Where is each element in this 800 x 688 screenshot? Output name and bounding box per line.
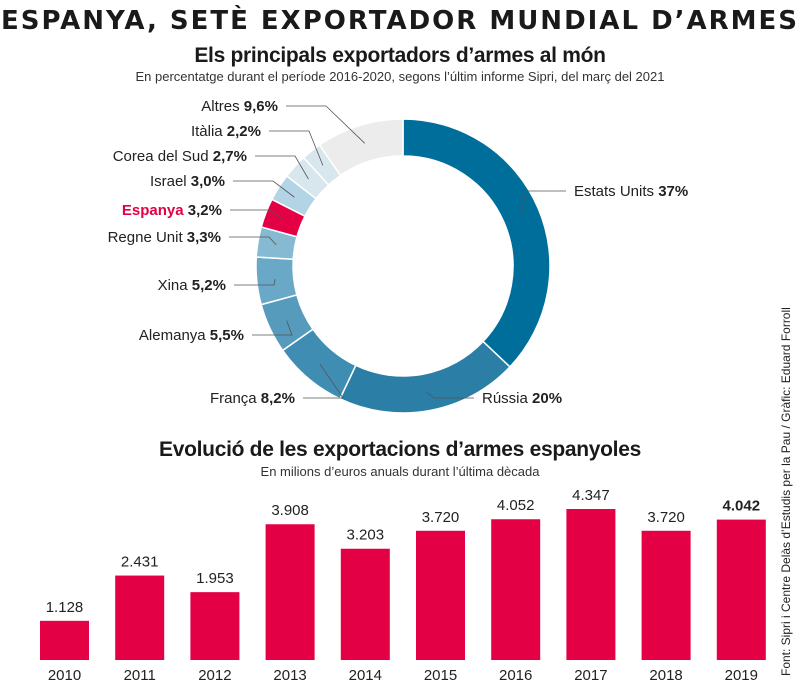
bar-2015 xyxy=(416,530,465,660)
label-name: Corea del Sud xyxy=(113,148,213,165)
label-value: 37% xyxy=(658,183,688,200)
x-tick-2018: 2018 xyxy=(649,667,682,684)
bar-chart: 1.128 2010 2.431 2011 1.953 2012 3.908 2013 3.20… xyxy=(40,487,766,684)
source-credit: Font: Sipri i Centre Delàs d’Estudis per… xyxy=(779,307,793,676)
label-name: França xyxy=(210,390,261,407)
leader-line-espanya xyxy=(230,209,284,220)
label-corea-del-sud: Corea del Sud 2,7% xyxy=(113,148,247,165)
x-tick-2017: 2017 xyxy=(574,667,607,684)
x-tick-2010: 2010 xyxy=(48,667,81,684)
label-value: 2,7% xyxy=(213,148,247,165)
bar-2011 xyxy=(115,575,165,660)
leader-line-xina xyxy=(234,279,276,286)
value-label-2017: 4.347 xyxy=(572,487,610,504)
bar-chart-title: Evolució de les exportacions d’armes esp… xyxy=(159,438,641,461)
label-value: 20% xyxy=(532,390,562,407)
x-tick-2014: 2014 xyxy=(349,667,382,684)
bar-2013 xyxy=(265,524,315,660)
label-estats-units: Estats Units 37% xyxy=(574,183,688,200)
x-tick-2019: 2019 xyxy=(725,667,758,684)
value-label-2014: 3.203 xyxy=(347,527,385,544)
label-value: 2,2% xyxy=(227,123,261,140)
bar-2017 xyxy=(566,509,616,660)
leader-line-altres xyxy=(286,105,366,144)
label-name: Estats Units xyxy=(574,183,658,200)
value-label-2010: 1.128 xyxy=(46,599,84,616)
label-name: Xina xyxy=(158,277,192,294)
value-label-2019: 4.042 xyxy=(723,498,761,515)
bar-2018 xyxy=(641,530,691,660)
label-name: Regne Unit xyxy=(108,229,187,246)
bar-2019 xyxy=(716,519,766,660)
label-value: 3,2% xyxy=(188,202,222,219)
label-israel: Israel 3,0% xyxy=(150,173,225,190)
leader-line-alemanya xyxy=(252,320,293,336)
value-label-2015: 3.720 xyxy=(422,509,460,526)
donut-title: Els principals exportadors d’armes al mó… xyxy=(194,44,606,67)
leader-line-corea-del-sud xyxy=(255,155,309,180)
leader-line-regne-unit xyxy=(229,236,277,246)
label-value: 8,2% xyxy=(261,390,295,407)
label-value: 3,3% xyxy=(187,229,221,246)
x-tick-2013: 2013 xyxy=(273,667,306,684)
label-name: Itàlia xyxy=(191,123,227,140)
label-value: 5,5% xyxy=(210,327,244,344)
label-altres: Altres 9,6% xyxy=(201,98,278,115)
label-name: Israel xyxy=(150,173,191,190)
label-value: 9,6% xyxy=(244,98,278,115)
label-name: Espanya xyxy=(122,202,188,219)
label-franca: França 8,2% xyxy=(210,390,295,407)
page-title: ESPANYA, SETÈ EXPORTADOR MUNDIAL D’ARMES xyxy=(0,6,800,36)
x-tick-2015: 2015 xyxy=(424,667,457,684)
bar-2012 xyxy=(190,592,240,660)
label-regne-unit: Regne Unit 3,3% xyxy=(108,229,221,246)
label-value: 3,0% xyxy=(191,173,225,190)
label-italia: Itàlia 2,2% xyxy=(191,123,261,140)
x-tick-2016: 2016 xyxy=(499,667,532,684)
bar-2016 xyxy=(491,519,541,660)
leader-line-italia xyxy=(269,130,324,166)
label-alemanya: Alemanya 5,5% xyxy=(139,327,244,344)
bar-chart-subtitle: En milions d’euros anuals durant l’últim… xyxy=(260,464,540,479)
leader-line-estats-units xyxy=(520,190,566,216)
leader-line-israel xyxy=(233,180,295,198)
label-name: Alemanya xyxy=(139,327,210,344)
label-xina: Xina 5,2% xyxy=(158,277,226,294)
bar-2010 xyxy=(40,620,89,660)
value-label-2012: 1.953 xyxy=(196,570,234,587)
slice-altres xyxy=(318,118,404,177)
label-russia: Rússia 20% xyxy=(482,390,562,407)
value-label-2018: 3.720 xyxy=(647,509,685,526)
bar-2014 xyxy=(340,548,390,660)
leader-line-franca xyxy=(303,363,344,399)
value-label-2013: 3.908 xyxy=(271,502,309,519)
value-label-2011: 2.431 xyxy=(121,554,159,571)
leader-line-russia xyxy=(426,391,474,399)
donut-subtitle: En percentatge durant el període 2016-20… xyxy=(135,69,665,84)
label-value: 5,2% xyxy=(192,277,226,294)
label-name: Altres xyxy=(201,98,244,115)
x-tick-2012: 2012 xyxy=(198,667,231,684)
donut-chart: Estats Units 37% Rússia 20% França 8,2% Ale… xyxy=(108,98,688,414)
value-label-2016: 4.052 xyxy=(497,497,535,514)
label-espanya: Espanya 3,2% xyxy=(122,202,222,219)
x-tick-2011: 2011 xyxy=(124,667,156,684)
label-name: Rússia xyxy=(482,390,532,407)
